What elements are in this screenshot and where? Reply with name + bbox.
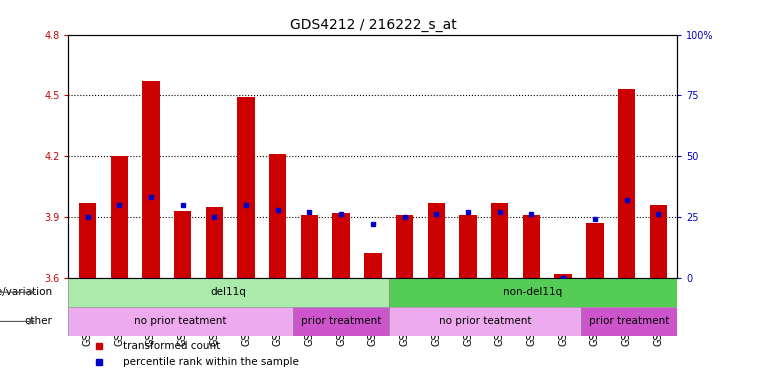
Bar xyxy=(396,215,413,278)
Text: no prior teatment: no prior teatment xyxy=(439,316,531,326)
Bar xyxy=(79,203,96,278)
Bar xyxy=(269,154,286,278)
Bar xyxy=(460,215,476,278)
Text: transformed count: transformed count xyxy=(123,341,221,351)
Text: del11q: del11q xyxy=(211,287,247,297)
Bar xyxy=(650,205,667,278)
Text: prior treatment: prior treatment xyxy=(301,316,381,326)
Bar xyxy=(491,203,508,278)
Bar xyxy=(586,223,603,278)
Bar xyxy=(205,207,223,278)
Bar xyxy=(301,215,318,278)
Text: percentile rank within the sample: percentile rank within the sample xyxy=(123,357,299,367)
Bar xyxy=(389,278,677,307)
Bar xyxy=(293,307,389,336)
Bar xyxy=(523,215,540,278)
Text: other: other xyxy=(24,316,53,326)
Title: GDS4212 / 216222_s_at: GDS4212 / 216222_s_at xyxy=(289,18,457,32)
Bar xyxy=(68,307,293,336)
Bar xyxy=(142,81,160,278)
Bar xyxy=(581,307,677,336)
Bar xyxy=(389,307,581,336)
Bar xyxy=(618,89,635,278)
Bar xyxy=(110,156,128,278)
Bar xyxy=(333,213,350,278)
Bar xyxy=(68,278,389,307)
Bar xyxy=(428,203,445,278)
Text: prior treatment: prior treatment xyxy=(589,316,670,326)
Bar xyxy=(174,211,191,278)
Text: genotype/variation: genotype/variation xyxy=(0,287,53,297)
Text: non-del11q: non-del11q xyxy=(504,287,562,297)
Bar xyxy=(365,253,381,278)
Bar xyxy=(555,274,572,278)
Text: no prior teatment: no prior teatment xyxy=(135,316,227,326)
Bar xyxy=(237,98,255,278)
